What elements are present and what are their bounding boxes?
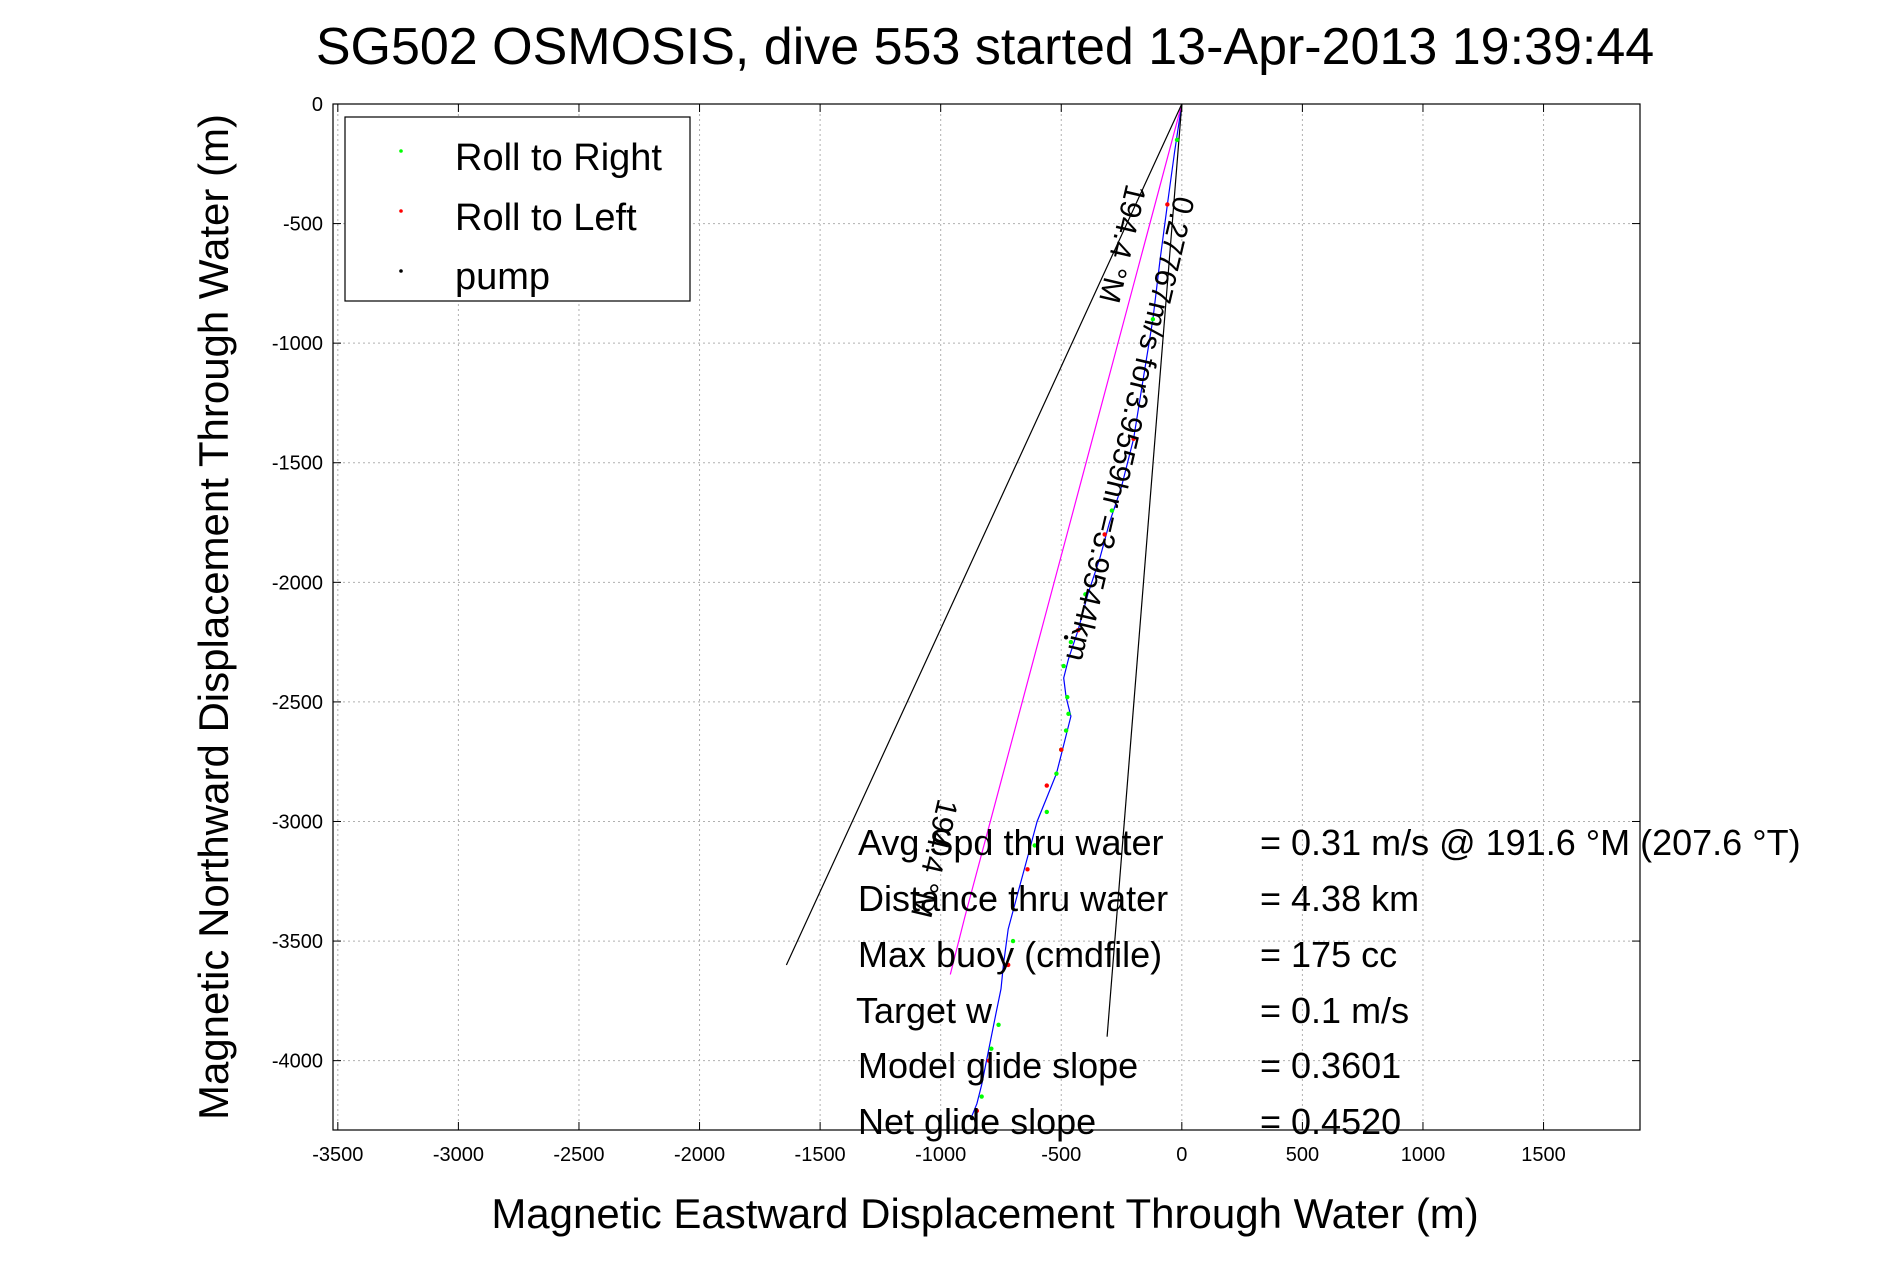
marker-roll-left — [986, 1058, 992, 1063]
marker-roll-left — [1059, 747, 1064, 752]
marker-roll-right — [989, 1046, 994, 1051]
info-label-model-glide: Model glide slope — [858, 1045, 1138, 1086]
marker-pump — [969, 1115, 975, 1121]
x-tick-label: -2000 — [674, 1144, 725, 1166]
marker-roll-right — [1083, 592, 1088, 597]
x-axis-label: Magnetic Eastward Displacement Through W… — [491, 1190, 1478, 1237]
marker-roll-right — [996, 1022, 1001, 1027]
info-value-target-w: = 0.1 m/s — [1260, 990, 1409, 1031]
x-tick-label: 0 — [1176, 1144, 1187, 1166]
y-tick-label: -2000 — [272, 572, 323, 594]
marker-roll-right — [1174, 137, 1180, 143]
info-value-max-buoy: = 175 cc — [1260, 934, 1397, 975]
marker-roll-right — [1010, 938, 1016, 944]
marker-roll-left — [1025, 867, 1030, 872]
marker-roll-right — [1066, 711, 1071, 717]
x-tick-label: -3000 — [433, 1144, 484, 1166]
marker-roll-left — [1006, 962, 1011, 968]
info-value-model-glide: = 0.3601 — [1260, 1045, 1401, 1086]
x-tick-label: 1000 — [1401, 1144, 1446, 1166]
y-tick-label: -4000 — [272, 1051, 323, 1073]
marker-roll-right — [979, 1094, 984, 1099]
info-value-avg-speed: = 0.31 m/s @ 191.6 °M (207.6 °T) — [1260, 822, 1801, 863]
series-line-2 — [785, 103, 1183, 966]
marker-roll-right — [1063, 728, 1069, 733]
x-tick-label: 500 — [1286, 1144, 1319, 1166]
marker-roll-right — [1068, 639, 1074, 645]
y-tick-label: 0 — [312, 94, 323, 116]
marker-roll-right — [1109, 508, 1115, 513]
x-tick-label: 1500 — [1521, 1144, 1566, 1166]
y-tick-label: -500 — [283, 214, 323, 236]
series-line-0 — [971, 103, 1183, 1116]
marker-roll-left — [1102, 532, 1107, 537]
x-tick-label: -1000 — [915, 1144, 966, 1166]
marker-roll-left — [1165, 202, 1170, 207]
marker-roll-left — [974, 1108, 980, 1114]
info-label-target-w: Target w — [856, 990, 993, 1031]
legend-label-roll-left: Roll to Left — [455, 197, 637, 239]
marker-roll-right — [1054, 771, 1059, 776]
legend-marker-roll-right — [399, 149, 403, 153]
x-tick-label: -2500 — [553, 1144, 604, 1166]
series-layer — [785, 103, 1183, 1116]
y-tick-label: -3000 — [272, 811, 323, 833]
y-tick-label: -1500 — [272, 453, 323, 475]
x-tick-label: -3500 — [312, 1144, 363, 1166]
info-value-distance: = 4.38 km — [1260, 878, 1419, 919]
x-tick-label: -500 — [1041, 1144, 1081, 1166]
marker-roll-left — [1044, 783, 1049, 788]
x-tick-label: -1500 — [795, 1144, 846, 1166]
info-label-avg-speed: Avg Spd thru water — [858, 822, 1164, 863]
legend-label-pump: pump — [455, 256, 550, 298]
marker-pump — [1063, 635, 1069, 640]
marker-roll-right — [1150, 317, 1156, 322]
marker-roll-right — [1044, 809, 1049, 815]
y-axis-label: Magnetic Northward Displacement Through … — [190, 114, 237, 1120]
marker-roll-right — [1061, 663, 1066, 669]
info-label-net-glide: Net glide slope — [858, 1101, 1096, 1142]
marker-roll-right — [1065, 694, 1070, 700]
y-tick-label: -1000 — [272, 333, 323, 355]
marker-layer — [969, 137, 1180, 1121]
legend-label-roll-right: Roll to Right — [455, 137, 662, 179]
info-value-net-glide: = 0.4520 — [1260, 1101, 1401, 1142]
marker-roll-left — [1075, 627, 1081, 633]
legend-marker-pump — [399, 269, 403, 273]
series-line-3 — [1106, 103, 1183, 1037]
info-label-max-buoy: Max buoy (cmdfile) — [858, 934, 1162, 975]
series-line-1 — [949, 103, 1183, 975]
chart-title: SG502 OSMOSIS, dive 553 started 13-Apr-2… — [316, 18, 1654, 76]
x-axis-ticks: -3500 -3000 -2500 -2000 -1500 -1000 -500 0 500 10… — [312, 104, 1566, 1166]
y-tick-label: -2500 — [272, 692, 323, 714]
legend: Roll to Right Roll to Left pump — [344, 116, 691, 302]
dive-info: Avg Spd thru water = 0.31 m/s @ 191.6 °M… — [856, 822, 1801, 1142]
legend-marker-roll-left — [399, 209, 403, 213]
y-tick-label: -3500 — [272, 931, 323, 953]
y-axis-ticks: 0 -500 -1000 -1500 -2000 -2500 -3000 -3500 -4000 — [272, 94, 1640, 1073]
info-label-distance: Distance thru water — [858, 878, 1168, 919]
plot-frame — [332, 103, 1641, 1131]
marker-roll-left — [1131, 436, 1136, 442]
marker-roll-right — [1032, 843, 1037, 848]
